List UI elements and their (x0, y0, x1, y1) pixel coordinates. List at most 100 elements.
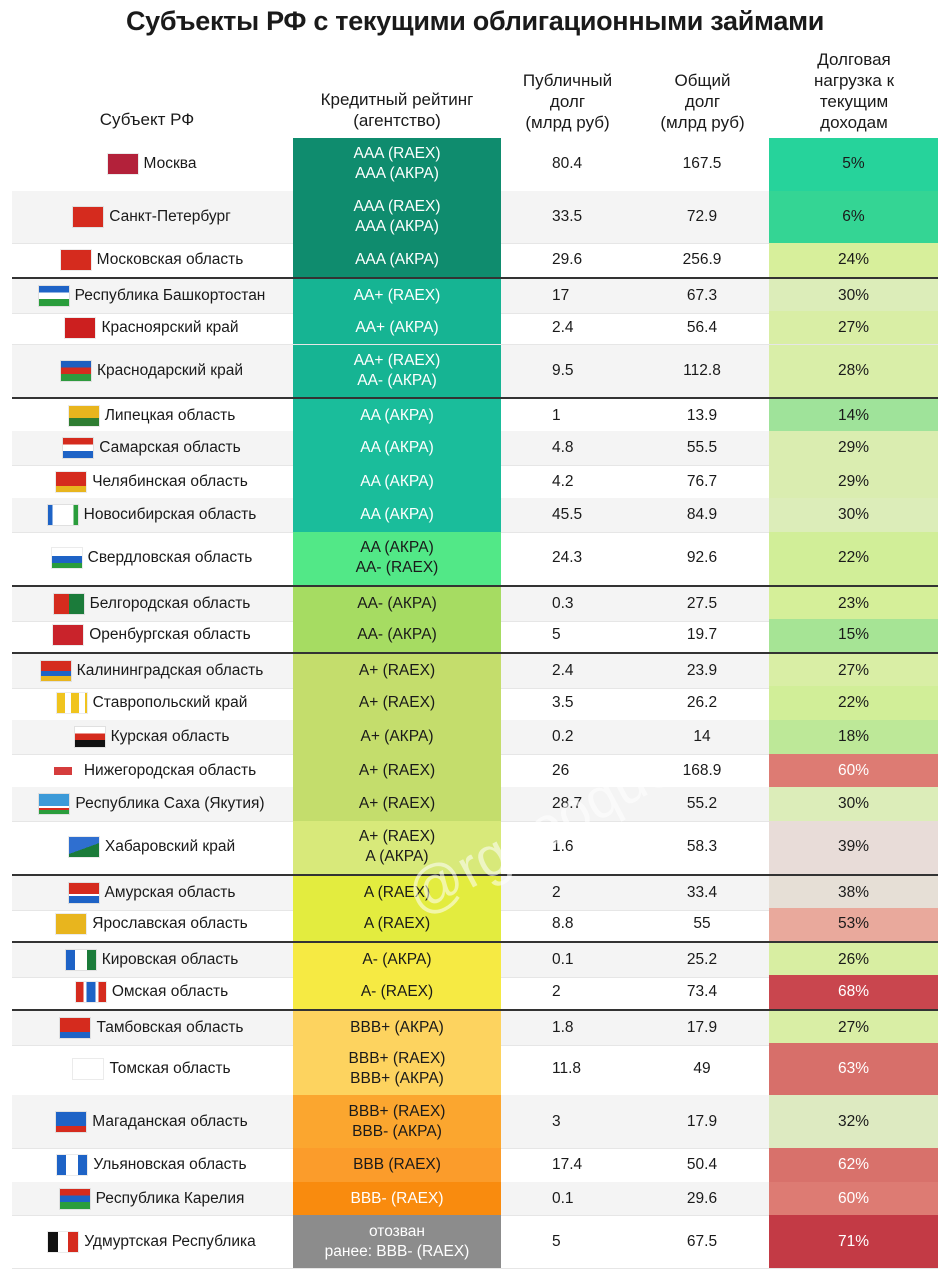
rating-value: A+ (RAEX) (358, 761, 436, 779)
table-row: Свердловская область AA (АКРА) AA- (RAEX)… (12, 532, 938, 586)
region-name: Курская область (110, 727, 230, 745)
debt-load-value: 29% (769, 430, 938, 465)
debt-load-value: 60% (769, 1181, 938, 1216)
header-rating: Кредитный рейтинг (агентство) (293, 82, 501, 138)
region-name: Амурская область (104, 883, 236, 901)
region-name: Ярославская область (92, 915, 248, 933)
public-debt-value: 3 (552, 1112, 561, 1130)
rating-cell: A (RAEX) (293, 875, 501, 910)
lipetsk-flag-icon (68, 405, 99, 426)
rating-cell: BBB (RAEX) (293, 1147, 501, 1182)
rating-value: A+ (RAEX) (358, 662, 436, 680)
krasnodar-flag-icon (61, 360, 91, 381)
rating-value: отозван ранее: BBB- (RAEX) (324, 1222, 470, 1260)
rating-value: AA (АКРА) (360, 438, 434, 456)
public-debt-value: 1.8 (552, 1018, 574, 1036)
rating-value: AAA (АКРА) (355, 251, 439, 269)
debt-load-value: 23% (769, 586, 938, 621)
total-debt-value: 55 (693, 915, 711, 933)
region-cell: Республика Саха (Якутия) (12, 787, 292, 821)
khabarovsk-flag-icon (68, 837, 99, 858)
rating-value: A- (RAEX) (360, 983, 434, 1000)
region-name: Томская область (109, 1059, 231, 1077)
rating-value: AAA (RAEX) AAA (АКРА) (353, 145, 441, 183)
region-cell: Тамбовская область (12, 1011, 292, 1045)
region-name: Липецкая область (104, 406, 236, 424)
region-cell: Омская область (12, 975, 292, 1009)
region-cell: Амурская область (12, 876, 292, 910)
sverdlovsk-flag-icon (51, 548, 82, 569)
table-row: Хабаровский край A+ (RAEX) A (АКРА) 1.6 58.… (12, 821, 938, 875)
total-debt-value: 72.9 (686, 207, 718, 225)
public-debt-value: 4.2 (552, 472, 574, 490)
rating-value: BBB+ (RAEX) BBB+ (АКРА) (348, 1049, 446, 1087)
karelia-flag-icon (59, 1188, 90, 1209)
total-debt-value: 73.4 (686, 983, 718, 1000)
nizhny-novgorod-flag-icon (47, 760, 78, 781)
debt-load-value: 28% (769, 344, 938, 398)
region-name: Новосибирская область (83, 506, 257, 524)
region-cell: Новосибирская область (12, 498, 292, 532)
debt-load-value: 30% (769, 278, 938, 313)
total-debt-value: 56.4 (686, 318, 718, 336)
table-row: Ульяновская область BBB (RAEX) 17.4 50.4 62% (12, 1147, 938, 1183)
total-debt-value: 19.7 (686, 626, 718, 644)
rating-value: AA- (АКРА) (357, 594, 437, 612)
region-cell: Кировская область (12, 943, 292, 977)
region-name: Санкт-Петербург (109, 207, 231, 225)
rating-cell: AA+ (RAEX) (293, 278, 501, 313)
tomsk-flag-icon (73, 1059, 103, 1079)
public-debt-value: 0.1 (552, 951, 574, 969)
total-debt-value: 67.3 (686, 286, 718, 304)
total-debt-value: 33.4 (686, 883, 718, 901)
rating-cell: AA- (АКРА) (293, 618, 501, 653)
debt-load-value: 38% (769, 875, 938, 910)
rating-cell: A (RAEX) (293, 907, 501, 942)
ulyanovsk-flag-icon (57, 1154, 88, 1175)
region-name: Ставропольский край (92, 693, 248, 711)
rating-cell: AA+ (АКРА) (293, 310, 501, 345)
total-debt-value: 25.2 (686, 951, 718, 969)
omsk-flag-icon (75, 982, 106, 1002)
table-row: Челябинская область AA (АКРА) 4.2 76.7 29% (12, 464, 938, 500)
novosibirsk-flag-icon (47, 505, 78, 526)
rating-value: BBB+ (RAEX) BBB- (АКРА) (348, 1102, 446, 1140)
region-cell: Томская область (12, 1043, 292, 1096)
total-debt-value: 167.5 (682, 155, 722, 173)
region-name: Калининградская область (76, 662, 264, 680)
rating-cell: AA+ (RAEX) AA- (АКРА) (293, 344, 501, 398)
rating-value: A+ (RAEX) (358, 693, 436, 711)
region-name: Магаданская область (92, 1112, 248, 1130)
rating-value: A (RAEX) (363, 915, 431, 933)
region-cell: Ярославская область (12, 908, 292, 942)
rating-cell: AA (АКРА) (293, 498, 501, 533)
region-cell: Самарская область (12, 431, 292, 465)
moscow-oblast-flag-icon (60, 250, 91, 271)
region-cell: Курская область (12, 720, 292, 754)
total-debt-value: 55.2 (686, 795, 718, 813)
rating-value: BBB- (RAEX) (350, 1189, 444, 1207)
rating-cell: A+ (RAEX) (293, 753, 501, 788)
region-name: Республика Башкортостан (74, 286, 266, 304)
table-row: Магаданская область BBB+ (RAEX) BBB- (АКР… (12, 1095, 938, 1149)
table-row: Самарская область AA (АКРА) 4.8 55.5 29% (12, 430, 938, 466)
rating-value: AA+ (RAEX) AA- (АКРА) (353, 351, 441, 389)
belgorod-flag-icon (53, 593, 84, 614)
total-debt-value: 76.7 (686, 472, 718, 490)
rating-value: A- (АКРА) (362, 951, 432, 969)
region-cell: Санкт-Петербург (12, 191, 292, 244)
region-name: Челябинская область (92, 472, 248, 490)
region-name: Ульяновская область (93, 1155, 247, 1173)
table-row: Красноярский край AA+ (АКРА) 2.4 56.4 27% (12, 310, 938, 346)
region-name: Республика Саха (Якутия) (75, 795, 265, 813)
public-debt-value: 8.8 (552, 915, 574, 933)
rating-value: A+ (RAEX) (358, 795, 436, 813)
region-name: Хабаровский край (104, 838, 236, 856)
debt-load-value: 60% (769, 753, 938, 788)
rating-cell: A+ (RAEX) A (АКРА) (293, 821, 501, 874)
rating-cell: A- (RAEX) (293, 975, 501, 1009)
region-cell: Краснодарский край (12, 345, 292, 398)
rating-cell: AAA (АКРА) (293, 243, 501, 277)
table-row: Ставропольский край A+ (RAEX) 3.5 26.2 22% (12, 686, 938, 721)
public-debt-value: 2 (552, 983, 561, 1000)
